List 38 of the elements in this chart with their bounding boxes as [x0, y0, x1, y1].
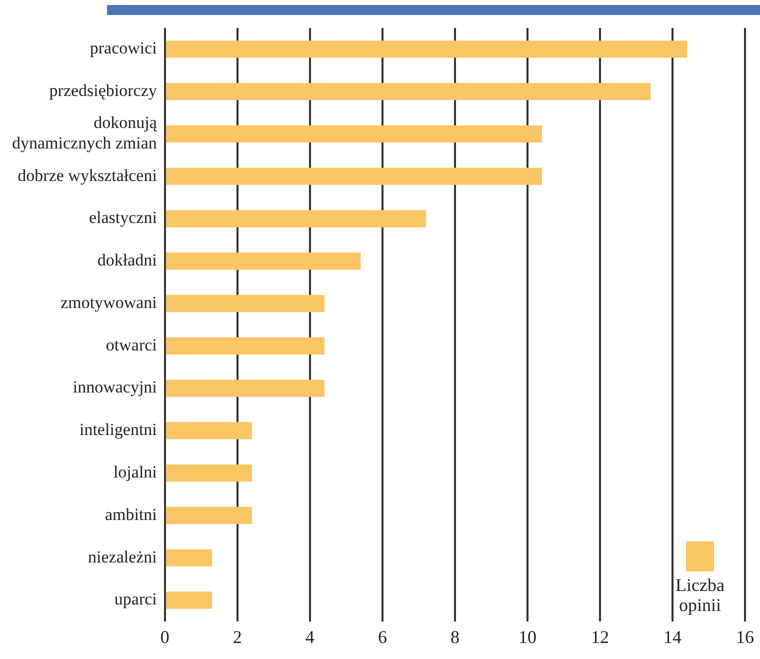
y-tick-label: otwarci — [106, 335, 158, 354]
x-tick-label: 10 — [518, 626, 536, 647]
y-tick-label: elastyczni — [88, 208, 158, 228]
y-tick-label: niezależni — [88, 547, 158, 566]
y-tick-label: inteligentni — [79, 420, 158, 440]
x-tick-label: 4 — [305, 626, 314, 647]
x-tick-label: 14 — [663, 626, 682, 647]
x-tick-label: 0 — [160, 626, 170, 647]
bar — [166, 294, 324, 312]
bar — [166, 210, 426, 228]
x-tick-label: 6 — [378, 626, 387, 647]
y-tick-label: dokładni — [97, 250, 158, 270]
bar — [166, 337, 324, 354]
y-tick-label: dobrze wykształceni — [18, 166, 158, 185]
bar — [166, 422, 252, 440]
x-tick-label: 16 — [736, 626, 754, 647]
bar — [166, 252, 361, 270]
y-tick-label: innowacyjni — [72, 378, 158, 397]
bar — [166, 592, 212, 609]
bar — [166, 168, 542, 185]
y-tick-label: przedsiębiorczy — [49, 81, 158, 100]
bar — [166, 82, 651, 100]
y-tick-label: dokonują dynamicznych zmian — [12, 113, 158, 153]
y-tick-label: lojalni — [113, 462, 158, 482]
legend-label: Liczba opinii — [676, 575, 724, 616]
bar — [166, 549, 212, 566]
x-tick-label: 8 — [450, 626, 460, 647]
bar — [166, 40, 687, 58]
y-tick-label: ambitni — [104, 504, 158, 524]
x-tick-label: 12 — [590, 626, 609, 647]
x-tick-label: 2 — [232, 626, 242, 647]
y-tick-label: pracowici — [90, 38, 158, 58]
bar — [166, 380, 324, 397]
bar — [166, 464, 252, 482]
bar — [166, 125, 542, 143]
y-tick-label: uparci — [114, 590, 158, 609]
y-tick-label: zmotywowani — [60, 292, 158, 312]
bar — [166, 506, 252, 524]
